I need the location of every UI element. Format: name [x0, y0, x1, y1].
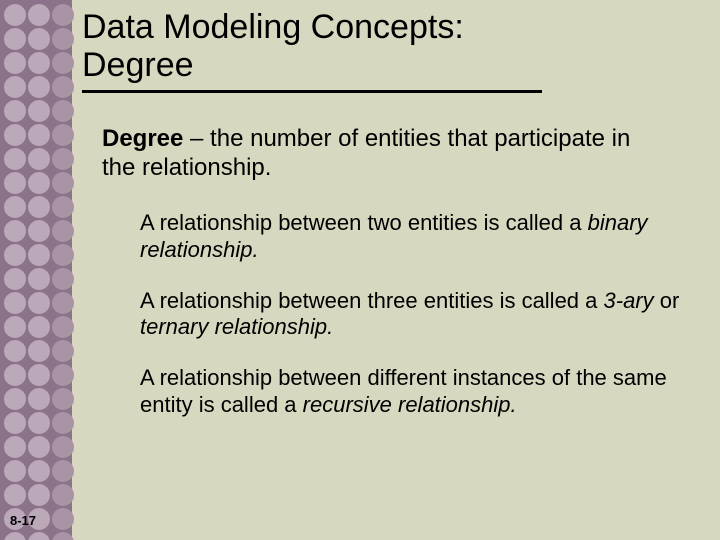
decorative-dot: [52, 124, 74, 146]
decorative-dot: [28, 148, 50, 170]
decorative-dot: [4, 148, 26, 170]
decorative-dot: [4, 316, 26, 338]
title-underline: [82, 90, 542, 93]
decorative-dot: [52, 268, 74, 290]
decorative-dot: [28, 4, 50, 26]
decorative-dot: [4, 268, 26, 290]
definition-term: Degree: [102, 125, 183, 152]
decorative-dot: [52, 172, 74, 194]
decorative-dot: [4, 412, 26, 434]
decorative-dot: [28, 316, 50, 338]
decorative-dot: [28, 220, 50, 242]
decorative-dot: [4, 340, 26, 362]
decorative-dot: [52, 28, 74, 50]
decorative-dot: [52, 460, 74, 482]
decorative-dot: [28, 484, 50, 506]
decorative-dot: [4, 196, 26, 218]
decorative-dot: [52, 532, 74, 540]
decorative-dot: [4, 484, 26, 506]
decorative-dot: [4, 100, 26, 122]
decorative-dot: [4, 436, 26, 458]
decorative-dot: [28, 532, 50, 540]
decorative-dot: [52, 388, 74, 410]
decorative-dot: [52, 340, 74, 362]
decorative-dot: [4, 76, 26, 98]
decorative-dot: [52, 148, 74, 170]
definition-text: Degree – the number of entities that par…: [102, 124, 662, 183]
decorative-dot: [52, 436, 74, 458]
decorative-dot: [28, 196, 50, 218]
dot-grid: [0, 0, 72, 540]
decorative-dot: [28, 460, 50, 482]
decorative-dot: [28, 172, 50, 194]
decorative-dot: [4, 220, 26, 242]
decorative-dot: [4, 364, 26, 386]
decorative-dot: [28, 292, 50, 314]
decorative-dot: [52, 220, 74, 242]
decorative-dot: [28, 412, 50, 434]
decorative-dot: [28, 388, 50, 410]
decorative-dot: [52, 508, 74, 530]
decorative-dot: [52, 484, 74, 506]
decorative-dot: [28, 28, 50, 50]
decorative-dot: [28, 100, 50, 122]
decorative-dot: [28, 268, 50, 290]
title-line-1: Data Modeling Concepts:: [82, 8, 464, 46]
decorative-dot: [4, 172, 26, 194]
decorative-dot: [28, 244, 50, 266]
decorative-dot: [52, 244, 74, 266]
decorative-dot: [4, 124, 26, 146]
decorative-dot: [52, 100, 74, 122]
slide-title: Data Modeling Concepts: Degree: [82, 8, 464, 84]
decorative-dot: [4, 4, 26, 26]
bullet-item: A relationship between different instanc…: [140, 365, 690, 419]
decorative-dot: [4, 244, 26, 266]
decorative-dot: [52, 292, 74, 314]
decorative-dot: [4, 52, 26, 74]
decorative-dot: [52, 196, 74, 218]
decorative-dot: [28, 340, 50, 362]
decorative-dot: [52, 412, 74, 434]
decorative-dot: [52, 4, 74, 26]
decorative-dot: [28, 436, 50, 458]
decorative-dot: [52, 52, 74, 74]
decorative-dot: [28, 124, 50, 146]
bullet-item: A relationship between two entities is c…: [140, 210, 690, 264]
decorative-dot: [4, 28, 26, 50]
decorative-dot: [28, 76, 50, 98]
decorative-dot: [28, 364, 50, 386]
decorative-dot: [4, 532, 26, 540]
decorative-dot: [52, 364, 74, 386]
bullet-list: A relationship between two entities is c…: [140, 210, 690, 443]
decorative-dot: [4, 460, 26, 482]
decorative-dot: [4, 292, 26, 314]
decorative-dot: [4, 388, 26, 410]
bullet-item: A relationship between three entities is…: [140, 288, 690, 342]
decorative-dot: [28, 52, 50, 74]
decorative-dot: [52, 316, 74, 338]
decorative-dot: [52, 76, 74, 98]
page-number: 8-17: [10, 513, 36, 528]
title-line-2: Degree: [82, 46, 464, 84]
